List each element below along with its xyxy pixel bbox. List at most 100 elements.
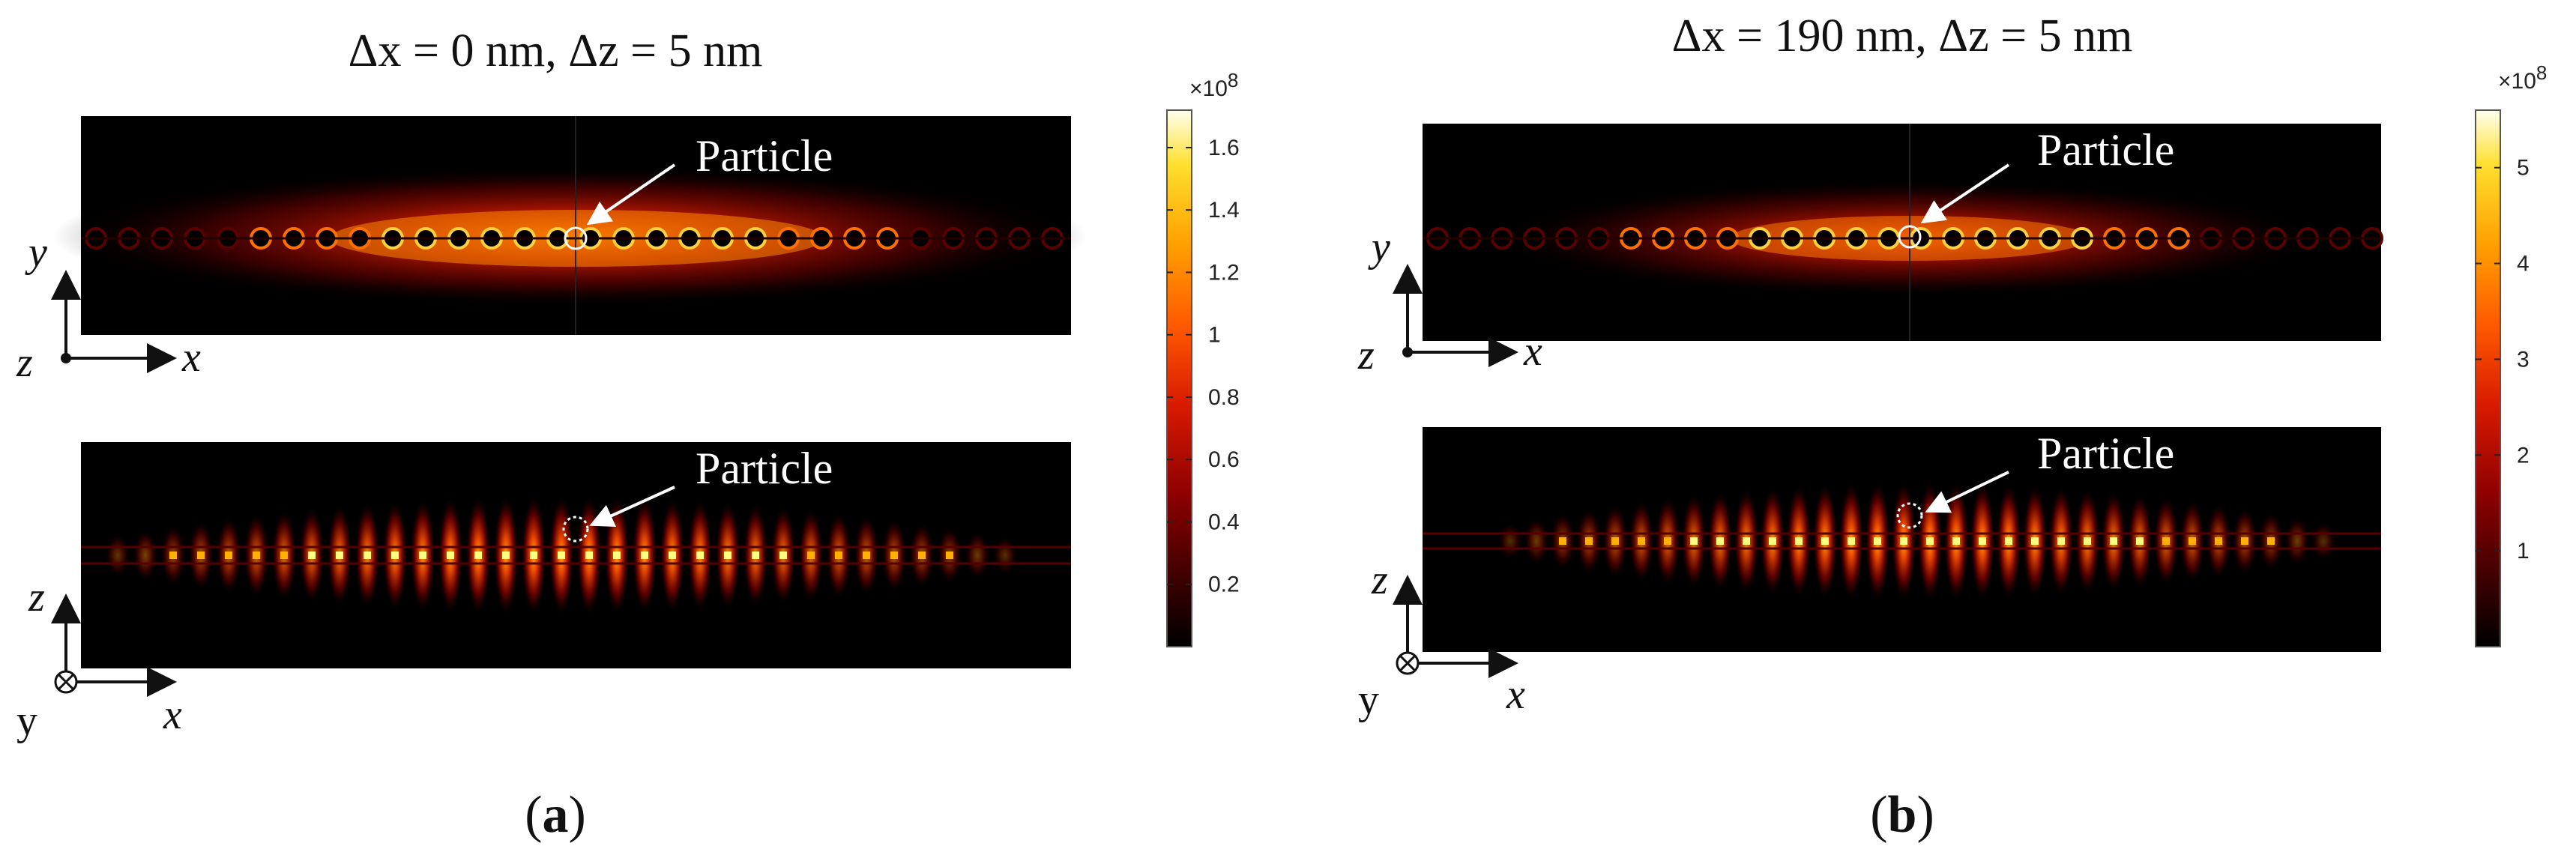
panel-a-bottom-field-map: Particle — [81, 442, 1071, 668]
field-hotspot — [1585, 537, 1593, 545]
panel-b: Δx = 190 nm, Δz = 5 nm Particle y x z — [1357, 10, 2547, 844]
field-hotspot — [1926, 537, 1934, 545]
field-hotspot — [2162, 537, 2170, 545]
field-hotspot — [2267, 537, 2275, 545]
panel-b-top-field-map: Particle — [1423, 124, 2383, 341]
colorbar-tick-label: 0.4 — [1208, 510, 1240, 534]
colorbar-tick-label: 1.2 — [1208, 260, 1240, 285]
z-out-of-plane-dot — [1402, 347, 1413, 357]
field-hotspot — [669, 552, 676, 559]
colorbar-exponent: ×108 — [1189, 69, 1238, 101]
colorbar-gradient — [2475, 109, 2501, 647]
field-hotspot — [613, 552, 621, 559]
y-axis-label: y — [1368, 224, 1390, 271]
z-axis-label: z — [1371, 557, 1388, 603]
y-axis-label: y — [1358, 677, 1379, 723]
particle-arrow — [586, 163, 676, 226]
field-hotspot — [1795, 537, 1803, 545]
field-hotspot — [2084, 537, 2091, 545]
y-axis-label: y — [25, 229, 47, 276]
field-hotspot — [1847, 537, 1855, 545]
x-axis-label: x — [163, 692, 182, 738]
field-hotspot — [2136, 537, 2144, 545]
field-hotspot — [1743, 537, 1750, 545]
field-lobe — [1497, 522, 1523, 561]
field-hotspot — [1690, 537, 1698, 545]
particle-label: Particle — [696, 444, 833, 493]
z-axis-label: z — [1357, 332, 1375, 378]
colorbar-tick-label: 0.2 — [1208, 572, 1240, 597]
colorbar-tick-label: 3 — [2517, 347, 2530, 372]
particle-label: Particle — [2037, 125, 2174, 175]
particle-arrow — [589, 486, 675, 527]
y-into-plane-cross — [57, 673, 75, 691]
colorbar-tick-label: 4 — [2517, 252, 2530, 277]
panel-a: Δx = 0 nm, Δz = 5 nm Particle y x z — [16, 25, 1240, 844]
colorbar-exponent: ×108 — [2498, 61, 2547, 94]
field-hotspot — [225, 552, 232, 559]
field-hotspot — [391, 552, 399, 559]
field-hotspot — [863, 552, 870, 559]
field-lobes — [105, 494, 1018, 617]
field-hotspot — [807, 552, 815, 559]
colorbar-tick-label: 1.6 — [1208, 136, 1240, 160]
panel-b-bottom-axes: z x y — [1358, 557, 1525, 723]
field-hotspot — [558, 552, 565, 559]
y-axis-label: y — [16, 698, 37, 744]
field-hotspot — [1716, 537, 1724, 545]
field-hotspot — [1821, 537, 1829, 545]
field-hotspot — [530, 552, 537, 559]
particle-marker — [562, 516, 589, 543]
field-hotspot — [890, 552, 898, 559]
field-hotspot — [308, 552, 316, 559]
field-hotspot — [1769, 537, 1776, 545]
field-hotspot — [1952, 537, 1960, 545]
field-hotspot — [1874, 537, 1881, 545]
field-lobes — [1497, 480, 2336, 602]
field-hotspot — [2110, 537, 2117, 545]
field-hotspot — [280, 552, 288, 559]
z-axis-label: z — [28, 574, 45, 620]
colorbar-tick-label: 2 — [2517, 443, 2530, 468]
field-hotspot — [2189, 537, 2196, 545]
field-hotspot — [1900, 537, 1907, 545]
z-axis-label: z — [16, 339, 33, 386]
field-hotspot — [835, 552, 842, 559]
particle-arrow — [1925, 471, 2009, 513]
colorbar-tick-label: 0.6 — [1208, 447, 1240, 472]
panel-b-bottom-field-map: Particle — [1423, 427, 2381, 652]
field-hotspot — [1611, 537, 1619, 545]
panel-b-label: (b) — [1870, 786, 1934, 844]
field-lobe — [133, 528, 158, 582]
field-hotspot — [724, 552, 732, 559]
panel-b-title: Δx = 190 nm, Δz = 5 nm — [1672, 10, 2133, 61]
field-lobe — [2284, 516, 2310, 567]
colorbar-tick-label: 5 — [2517, 156, 2530, 181]
field-hotspot — [2057, 537, 2065, 545]
field-lobe — [965, 531, 990, 580]
field-hotspot — [253, 552, 260, 559]
panel-a-top-field-map: Particle — [52, 116, 1087, 335]
field-hotspot — [419, 552, 426, 559]
field-hotspot — [364, 552, 371, 559]
field-hotspot — [1638, 537, 1645, 545]
field-hotspot — [2241, 537, 2248, 545]
field-lobe — [105, 534, 130, 577]
panel-a-bottom-axes: z x y — [16, 574, 182, 744]
colorbar-ticks: 1.6 1.4 1.2 1 0.8 0.6 0.4 0.2 — [1167, 136, 1240, 597]
particle-label: Particle — [2037, 429, 2174, 478]
field-hotspot — [585, 552, 593, 559]
field-hotspot — [2031, 537, 2039, 545]
field-hotspot — [502, 552, 510, 559]
panel-a-top-axes: y x z — [16, 229, 201, 386]
colorbar-tick-label: 1.4 — [1208, 198, 1240, 223]
colorbar-tick-label: 0.8 — [1208, 385, 1240, 410]
x-axis-label: x — [1506, 671, 1525, 718]
x-axis-label: x — [181, 334, 201, 381]
panel-b-top-axes: y x z — [1357, 224, 1542, 378]
field-hotspot — [197, 552, 205, 559]
field-hotspot — [447, 552, 454, 559]
field-hotspot — [641, 552, 648, 559]
field-hotspot — [1559, 537, 1566, 545]
field-hotspot — [752, 552, 759, 559]
